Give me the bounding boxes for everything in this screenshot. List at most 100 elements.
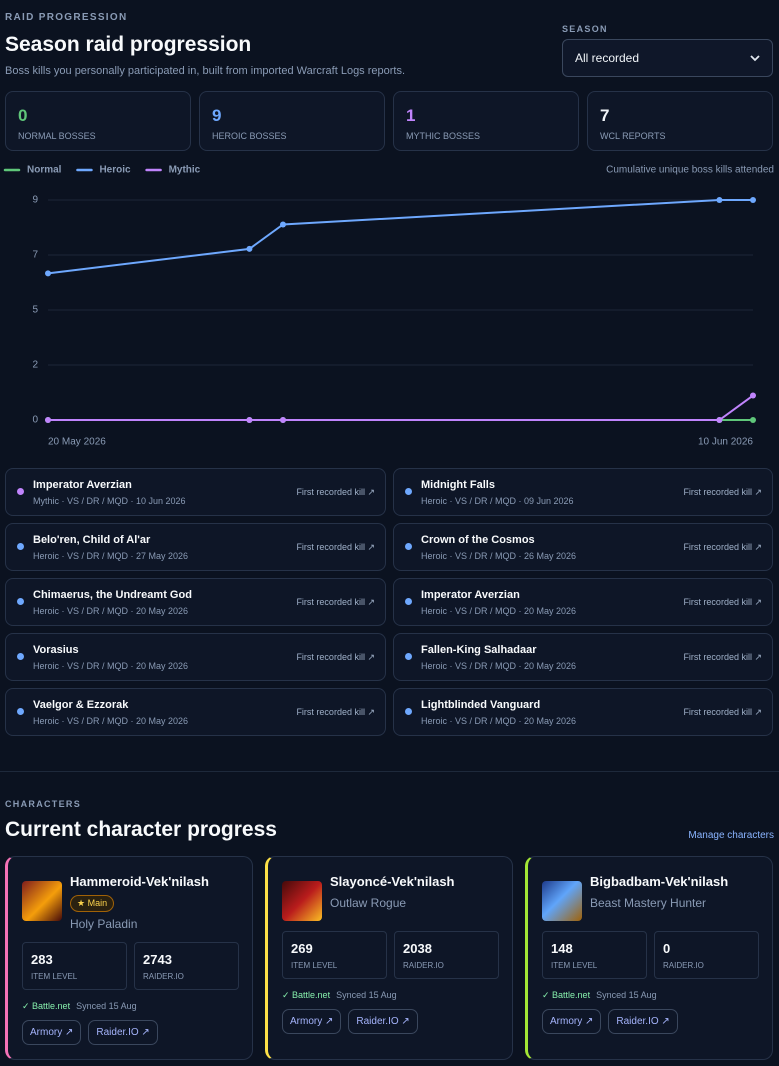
link-button[interactable]: Raider.IO ↗	[608, 1009, 678, 1034]
boss-name: Chimaerus, the Undreamt God	[33, 589, 192, 601]
difficulty-dot	[405, 543, 412, 550]
synced: Synced 15 Aug	[596, 990, 657, 1000]
kill-link[interactable]: First recorded kill ↗	[683, 707, 762, 717]
difficulty-dot	[405, 653, 412, 660]
kill-card: Imperator Averzian Heroic · VS / DR / MQD…	[393, 578, 773, 626]
chevron	[750, 54, 760, 61]
stat-card: 7 WCL REPORTS	[587, 91, 773, 151]
kill-details: Heroic · VS / DR / MQD · 20 May 2026	[33, 606, 189, 616]
kill-link[interactable]: First recorded kill ↗	[296, 652, 375, 662]
stat-box: 2743 RAIDER.IO	[134, 942, 239, 990]
series-line	[48, 394, 754, 421]
kill-details: Heroic · VS / DR / MQD · 26 May 2026	[421, 551, 577, 561]
kill-card: Belo'ren, Child of Al'ar Heroic · VS / DR…	[5, 523, 386, 571]
status: ✓ Battle.net	[22, 1001, 71, 1011]
section-title: Season raid progression	[5, 33, 252, 56]
kill-details: Heroic · VS / DR / MQD · 09 Jun 2026	[421, 496, 574, 506]
difficulty-dot	[17, 708, 24, 715]
kill-details: Heroic · VS / DR / MQD · 27 May 2026	[33, 551, 189, 561]
stat-label: MYTHIC BOSSES	[406, 131, 481, 141]
legend-label: Heroic	[99, 165, 131, 176]
stat-value: 2038	[403, 941, 432, 956]
kill-card: Chimaerus, the Undreamt God Heroic · VS /…	[5, 578, 386, 626]
stat-box: 0 RAIDER.IO	[654, 931, 759, 979]
divider	[0, 771, 779, 772]
kill-link[interactable]: First recorded kill ↗	[683, 487, 762, 497]
link-row: Armory ↗ Raider.IO ↗	[282, 1009, 499, 1034]
eyebrow: RAID PROGRESSION	[5, 12, 128, 23]
stat-boxes: 283 ITEM LEVEL 2743 RAIDER.IO	[22, 942, 239, 990]
stat-label: ITEM LEVEL	[551, 961, 598, 970]
identity: Slayoncé-Vek'nilash Outlaw Rogue	[330, 873, 454, 921]
link-button[interactable]: Armory ↗	[542, 1009, 602, 1034]
link-button[interactable]: Raider.IO ↗	[348, 1009, 418, 1034]
link-button[interactable]: Armory ↗	[282, 1009, 342, 1034]
stat-label: ITEM LEVEL	[31, 972, 78, 981]
stat-label: RAIDER.IO	[403, 961, 444, 970]
link-row: Armory ↗ Raider.IO ↗	[542, 1009, 759, 1034]
stat-card: 0 NORMAL BOSSES	[5, 91, 191, 151]
kill-card: Fallen-King Salhadaar Heroic · VS / DR / …	[393, 633, 773, 681]
y-tick-label: 2	[32, 360, 38, 371]
data-point	[716, 417, 723, 423]
status-row: ✓ Battle.net Synced 15 Aug	[22, 1001, 239, 1012]
stat-card: 9 HEROIC BOSSES	[199, 91, 385, 151]
stat-box: 283 ITEM LEVEL	[22, 942, 127, 990]
character-name: Hammeroid-Vek'nilash	[70, 874, 209, 889]
kill-details: Heroic · VS / DR / MQD · 20 May 2026	[421, 661, 577, 671]
stat-value: 9	[212, 106, 222, 125]
kill-link[interactable]: First recorded kill ↗	[683, 597, 762, 607]
link-row: Armory ↗ Raider.IO ↗	[22, 1020, 239, 1045]
data-point	[246, 245, 253, 252]
kill-card: Midnight Falls Heroic · VS / DR / MQD · 0…	[393, 468, 773, 516]
stat-value: 283	[31, 952, 53, 967]
boss-name: Imperator Averzian	[33, 479, 132, 491]
stat-value: 0	[663, 941, 671, 956]
link-button[interactable]: Raider.IO ↗	[88, 1020, 158, 1045]
kill-details: Heroic · VS / DR / MQD · 20 May 2026	[421, 606, 577, 616]
boss-name: Lightblinded Vanguard	[421, 699, 541, 711]
synced: Synced 15 Aug	[76, 1001, 137, 1011]
boss-name: Fallen-King Salhadaar	[421, 644, 537, 656]
status: ✓ Battle.net	[542, 990, 591, 1000]
data-point	[280, 221, 286, 228]
eyebrow: CHARACTERS	[5, 799, 81, 809]
x-tick-label: 10 Jun 2026	[698, 437, 753, 448]
data-point	[716, 197, 723, 203]
kill-link[interactable]: First recorded kill ↗	[296, 597, 375, 607]
season-label: SEASON	[562, 24, 608, 34]
kill-link[interactable]: First recorded kill ↗	[296, 707, 375, 717]
character-card: Slayoncé-Vek'nilash Outlaw Rogue 269 ITEM L…	[265, 856, 513, 1060]
character-spec: Outlaw Rogue	[330, 896, 407, 910]
data-point	[750, 197, 756, 203]
difficulty-dot	[405, 488, 412, 495]
stat-box: 2038 RAIDER.IO	[394, 931, 499, 979]
status: ✓ Battle.net	[282, 990, 331, 1000]
card-header: Slayoncé-Vek'nilash Outlaw Rogue	[282, 873, 499, 921]
character-spec: Beast Mastery Hunter	[590, 896, 707, 910]
difficulty-dot	[405, 708, 412, 715]
stat-card: 1 MYTHIC BOSSES	[393, 91, 579, 151]
kill-link[interactable]: First recorded kill ↗	[683, 542, 762, 552]
kill-link[interactable]: First recorded kill ↗	[296, 542, 375, 552]
manage-link[interactable]: Manage characters	[688, 830, 774, 841]
kill-details: Heroic · VS / DR / MQD · 20 May 2026	[421, 716, 577, 726]
chart-note: Cumulative unique boss kills attended	[606, 165, 774, 176]
stat-box: 269 ITEM LEVEL	[282, 931, 387, 979]
kill-link[interactable]: First recorded kill ↗	[296, 487, 375, 497]
y-tick-label: 7	[32, 250, 38, 261]
avatar	[22, 881, 62, 921]
kill-link[interactable]: First recorded kill ↗	[683, 652, 762, 662]
data-point	[750, 392, 756, 399]
stat-label: WCL REPORTS	[600, 131, 666, 141]
link-button[interactable]: Armory ↗	[22, 1020, 82, 1045]
kill-details: Heroic · VS / DR / MQD · 20 May 2026	[33, 716, 189, 726]
data-point	[750, 417, 756, 423]
kill-card: Crown of the Cosmos Heroic · VS / DR / MQ…	[393, 523, 773, 571]
data-point	[246, 417, 253, 423]
boss-name: Crown of the Cosmos	[421, 534, 535, 546]
season-select[interactable]: All recorded	[562, 39, 773, 77]
kill-card: Imperator Averzian Mythic · VS / DR / MQD…	[5, 468, 386, 516]
stat-box: 148 ITEM LEVEL	[542, 931, 647, 979]
